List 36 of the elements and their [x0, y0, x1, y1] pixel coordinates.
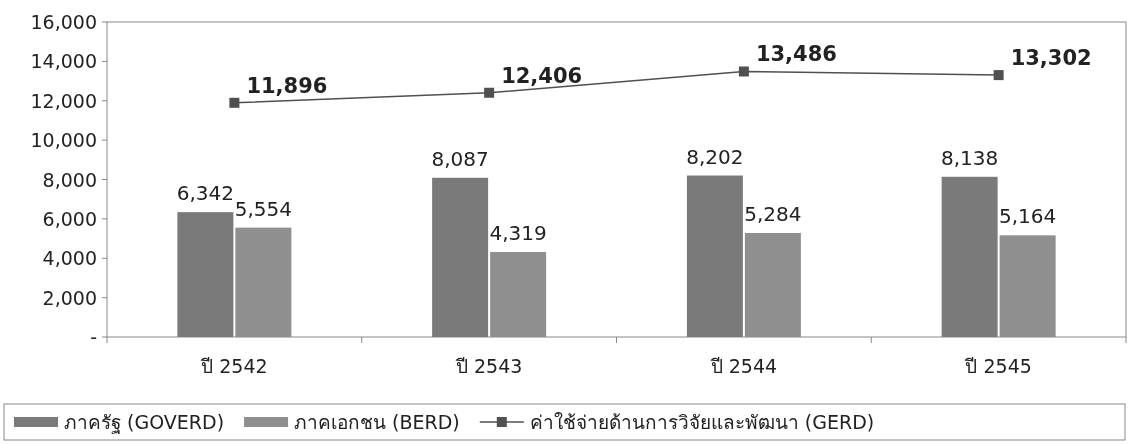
data-label: 5,554 — [234, 196, 293, 221]
data-label: 4,319 — [489, 220, 547, 245]
point — [993, 70, 1004, 81]
y-tick-label: 6,000 — [42, 207, 97, 230]
data-label: 5,164 — [998, 204, 1057, 229]
legend-label: ค่าใช้จ่ายด้านการวิจัยและพัฒนา (GERD) — [529, 411, 875, 433]
data-label: 5,284 — [744, 201, 802, 226]
bar — [432, 177, 489, 337]
legend-label: ภาคเอกชน (BERD) — [294, 411, 460, 433]
x-tick-label: ปี 2543 — [454, 355, 523, 377]
bar — [686, 175, 743, 337]
data-label: 8,202 — [686, 144, 744, 169]
y-tick-label: 14,000 — [30, 50, 97, 73]
y-tick-label: 16,000 — [30, 11, 97, 33]
y-tick-label: 2,000 — [42, 286, 97, 309]
y-tick-label: 12,000 — [30, 89, 97, 112]
data-label: 12,406 — [501, 63, 583, 88]
x-tick-label: ปี 2542 — [200, 355, 268, 377]
x-tick-label: ปี 2545 — [964, 355, 1032, 377]
legend-label: ภาครัฐ (GOVERD) — [64, 411, 225, 434]
y-tick-label: 8,000 — [42, 168, 97, 191]
bar — [177, 212, 234, 337]
point — [484, 87, 495, 98]
data-label: 11,896 — [246, 73, 328, 98]
point — [738, 66, 749, 77]
y-tick-label: 10,000 — [30, 129, 97, 152]
y-tick-label: 4,000 — [42, 247, 97, 270]
bar — [941, 176, 998, 337]
data-label: 8,138 — [940, 145, 999, 170]
data-label: 13,486 — [755, 42, 837, 67]
data-label: 13,302 — [1010, 46, 1092, 71]
x-tick-label: ปี 2544 — [709, 355, 778, 377]
y-tick-label: - — [90, 326, 97, 348]
data-label: 8,087 — [431, 146, 489, 171]
point — [229, 97, 240, 108]
data-label: 6,342 — [176, 181, 235, 206]
